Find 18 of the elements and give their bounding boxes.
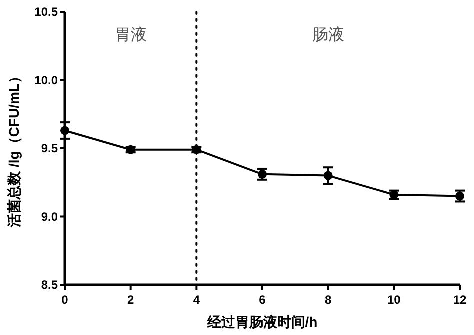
y-tick-label: 10.5	[34, 5, 58, 19]
y-axis-title: 活菌总数 /lg（CFU/mL）	[6, 70, 22, 228]
annotation: 肠液	[312, 26, 344, 44]
point	[324, 171, 333, 180]
x-tick-label: 8	[324, 293, 332, 307]
x-tick-label: 12	[453, 293, 467, 307]
point	[60, 126, 70, 136]
y-tick-label: 9.0	[41, 210, 58, 224]
y-tick-label: 10.0	[34, 73, 58, 88]
y-tick-label: 9.5	[41, 142, 58, 156]
x-tick-label: 2	[127, 293, 134, 307]
x-tick-label: 0	[62, 293, 69, 307]
annotation: 胃液	[114, 26, 147, 44]
x-axis-title: 经过胃肠液时间/h	[206, 314, 318, 330]
y-tick-label: 8.5	[41, 278, 58, 292]
x-tick-label: 6	[259, 293, 266, 307]
x-tick-label: 10	[387, 293, 402, 307]
x-tick-label: 4	[193, 293, 200, 307]
